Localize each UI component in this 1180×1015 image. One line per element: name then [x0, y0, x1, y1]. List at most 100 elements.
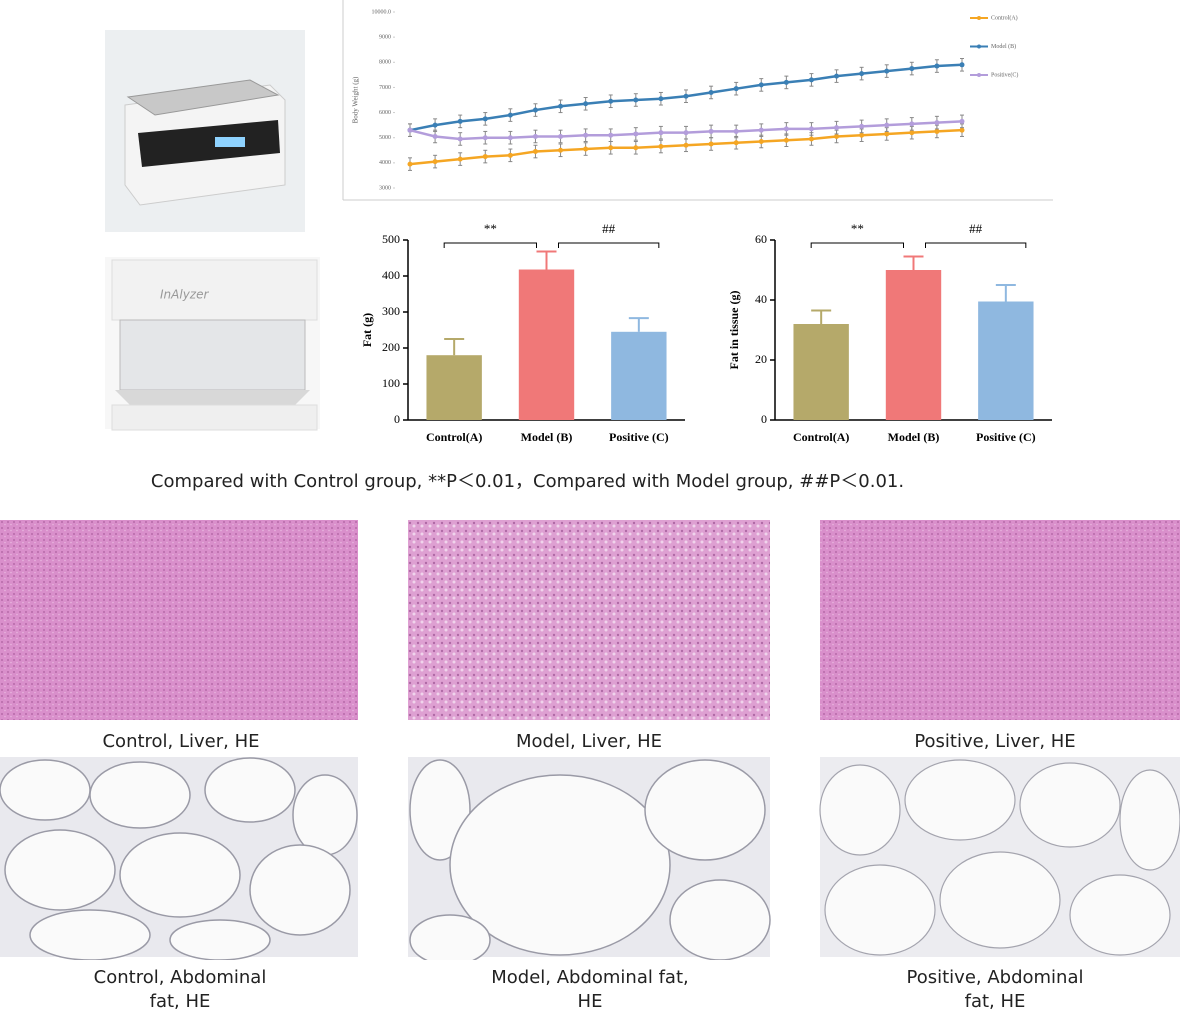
point [683, 142, 689, 148]
bar [611, 331, 667, 420]
significance-bracket [443, 242, 537, 248]
point [608, 145, 614, 151]
point [959, 62, 965, 68]
bar [885, 270, 942, 420]
point [859, 123, 865, 129]
point [859, 132, 865, 138]
control-fat-image [0, 757, 358, 960]
point [457, 118, 463, 124]
point [482, 116, 488, 122]
x-tick-label: Control(A) [426, 430, 482, 444]
point [507, 112, 513, 118]
model-liver-image [408, 520, 770, 720]
point [884, 131, 890, 137]
point [733, 140, 739, 146]
point [909, 66, 915, 72]
legend-marker [977, 16, 981, 20]
point [457, 136, 463, 142]
point [432, 122, 438, 128]
y-tick-label: 500 [382, 232, 400, 246]
caption: Control, Abdominal fat, HE [93, 967, 267, 1012]
x-tick-label: Model (B) [888, 430, 940, 444]
point [683, 130, 689, 136]
control-liver-image [0, 520, 358, 720]
point [808, 126, 814, 132]
point [482, 154, 488, 160]
point [808, 77, 814, 83]
legend-marker [977, 73, 981, 77]
point [583, 132, 589, 138]
cabinet-top [111, 259, 318, 321]
y-tick-label: 9000 [379, 35, 391, 41]
caption: Control, Liver, HE [102, 731, 260, 752]
point [432, 133, 438, 139]
point [758, 82, 764, 88]
y-axis-title: Body Weight (g) [352, 76, 360, 123]
y-axis-title: Fat (g) [360, 313, 374, 347]
x-tick-label: Positive (C) [609, 430, 669, 444]
model-fat-image [408, 757, 771, 960]
point [558, 147, 564, 153]
point [884, 68, 890, 74]
point [733, 128, 739, 134]
point [884, 122, 890, 128]
point [507, 135, 513, 141]
point [733, 86, 739, 92]
point [909, 130, 915, 136]
y-axis-title: Fat in tissue (g) [727, 291, 741, 370]
point [708, 141, 714, 147]
y-tick-label: 0 [761, 412, 767, 426]
point [934, 63, 940, 69]
legend-label: Model (B) [991, 43, 1016, 50]
y-tick-label: 40 [755, 292, 767, 306]
y-tick-label: 7000 [379, 85, 391, 91]
point [934, 120, 940, 126]
significance-note: Compared with Control group, **P＜0.01，Co… [150, 471, 905, 492]
y-tick-label: 200 [382, 340, 400, 354]
histology-images [0, 520, 1180, 960]
point [507, 152, 513, 158]
y-tick-label: 5000 [379, 135, 391, 141]
significance-bracket [810, 242, 904, 248]
caption: Model, Liver, HE [516, 731, 662, 752]
significance-label: ## [969, 221, 983, 236]
point [758, 127, 764, 133]
scale-pan [126, 79, 280, 116]
point [457, 156, 463, 162]
point [583, 101, 589, 107]
bar [518, 269, 575, 420]
point [808, 136, 814, 142]
point [934, 128, 940, 134]
equipment-photos: InAlyzer [105, 30, 320, 431]
point [532, 149, 538, 155]
scale-screen [215, 137, 245, 147]
point [432, 159, 438, 165]
point [658, 130, 664, 136]
point [558, 103, 564, 109]
x-tick-label: Positive (C) [976, 430, 1036, 444]
legend-marker [977, 44, 981, 49]
y-tick-label: 4000 [379, 160, 391, 166]
point [407, 127, 413, 133]
legend-label: Positive(C) [991, 71, 1018, 78]
point [708, 128, 714, 134]
point [482, 135, 488, 141]
caption: Positive, Abdominal fat, HE [906, 967, 1084, 1012]
point [834, 73, 840, 79]
point [633, 131, 639, 137]
point [658, 144, 664, 150]
x-tick-label: Model (B) [521, 430, 573, 444]
y-tick-label: 6000 [379, 110, 391, 116]
significance-bracket [925, 242, 1027, 248]
y-tick-label: 300 [382, 304, 400, 318]
x-tick-label: Control(A) [793, 430, 849, 444]
charts: Body Weight (g)3000400050006000700080009… [342, 0, 1053, 444]
point [758, 138, 764, 144]
point [558, 133, 564, 139]
point [608, 132, 614, 138]
legend-label: Control(A) [991, 14, 1018, 21]
point [959, 127, 965, 133]
point [909, 121, 915, 127]
point [633, 97, 639, 103]
